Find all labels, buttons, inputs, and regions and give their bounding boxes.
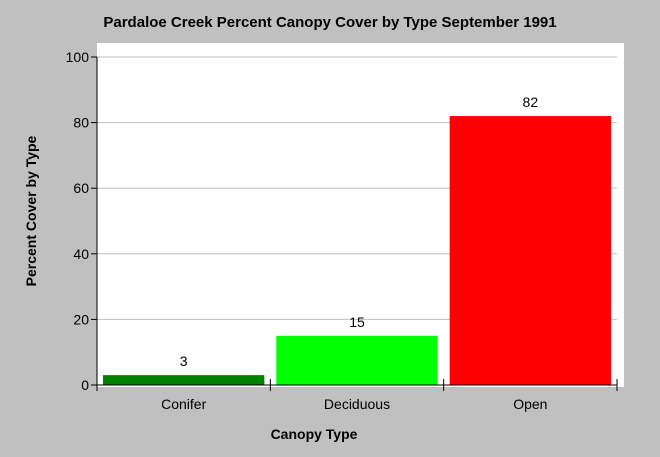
y-tick-label: 60 — [73, 180, 89, 196]
data-label-conifer: 3 — [180, 353, 188, 369]
y-tick-label: 20 — [73, 311, 89, 327]
y-tick-label: 40 — [73, 246, 89, 262]
bars — [103, 116, 611, 385]
bar-deciduous — [276, 335, 438, 385]
x-axis-ticks: Conifer Deciduous Open — [96, 379, 618, 412]
x-tick-label-deciduous: Deciduous — [324, 396, 390, 412]
bar-conifer — [103, 375, 265, 385]
data-label-deciduous: 15 — [349, 314, 365, 330]
y-axis-ticks: 0 20 40 60 80 100 — [66, 49, 97, 393]
x-tick-label-open: Open — [513, 396, 547, 412]
y-tick-label: 0 — [81, 377, 89, 393]
x-axis-title: Canopy Type — [271, 426, 358, 442]
data-labels: 3 15 82 — [180, 94, 539, 369]
data-label-open: 82 — [523, 94, 539, 110]
chart-title: Pardaloe Creek Percent Canopy Cover by T… — [103, 14, 556, 31]
y-tick-label: 80 — [73, 115, 89, 131]
bar-open — [449, 116, 611, 385]
y-tick-label: 100 — [66, 49, 90, 65]
x-tick-label-conifer: Conifer — [161, 396, 206, 412]
y-axis-title: Percent Cover by Type — [23, 135, 39, 286]
